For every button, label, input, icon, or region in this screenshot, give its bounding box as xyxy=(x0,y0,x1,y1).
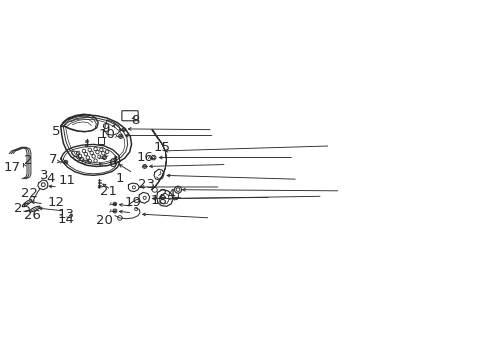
Text: 21: 21 xyxy=(100,185,117,198)
Text: 12: 12 xyxy=(47,196,64,209)
Text: 1: 1 xyxy=(116,172,124,185)
Text: 10: 10 xyxy=(98,127,115,140)
Text: 3: 3 xyxy=(41,169,49,182)
Text: 23: 23 xyxy=(138,178,155,191)
Text: 9: 9 xyxy=(102,122,110,135)
Text: 11: 11 xyxy=(58,174,75,186)
Text: 8: 8 xyxy=(131,113,139,127)
Text: 16: 16 xyxy=(136,150,153,163)
Text: 2: 2 xyxy=(24,154,33,167)
Text: 6: 6 xyxy=(108,157,116,171)
Text: 4: 4 xyxy=(46,172,55,185)
Text: 24: 24 xyxy=(159,188,176,201)
Text: 17: 17 xyxy=(4,161,21,174)
Text: 14: 14 xyxy=(58,213,74,226)
Text: 7: 7 xyxy=(49,153,58,166)
Bar xyxy=(98,138,103,144)
Text: 22: 22 xyxy=(21,187,38,200)
FancyBboxPatch shape xyxy=(122,111,138,121)
Text: 13: 13 xyxy=(58,208,74,221)
Text: 18: 18 xyxy=(150,194,167,207)
Text: 20: 20 xyxy=(96,214,113,227)
Text: 15: 15 xyxy=(154,141,171,154)
Text: 26: 26 xyxy=(24,208,41,222)
Text: 5: 5 xyxy=(52,125,61,138)
Text: 19: 19 xyxy=(124,196,142,209)
Text: 25: 25 xyxy=(14,202,31,215)
